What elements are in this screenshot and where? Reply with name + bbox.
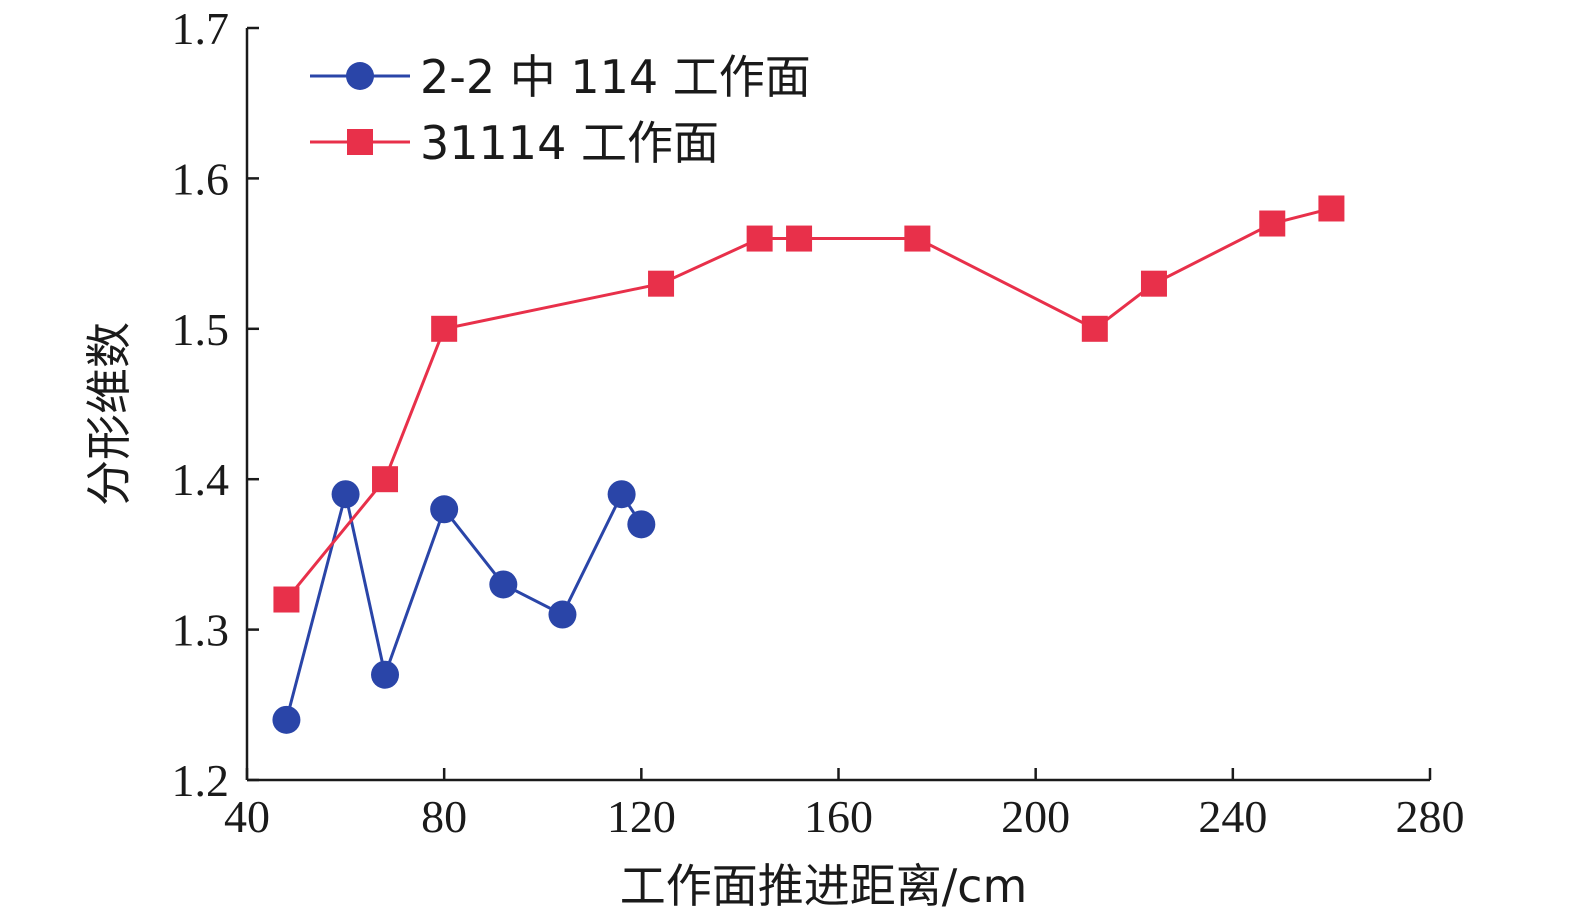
legend-label: 2-2 中 114 工作面 xyxy=(420,50,811,104)
axes: 40 80 120 160 200 240 280 1.2 1.3 1.4 1.5 1.6 1.7 xyxy=(172,3,1465,842)
series-2 xyxy=(273,195,1345,613)
x-tick-label: 200 xyxy=(1001,791,1070,842)
series-line xyxy=(285,207,1332,601)
legend-marker-square xyxy=(347,129,373,155)
legend-item-1: 2-2 中 114 工作面 xyxy=(310,50,811,104)
x-ticks: 40 80 120 160 200 240 280 xyxy=(224,768,1465,842)
series-layer xyxy=(272,195,1345,734)
legend-item-2: 31114 工作面 xyxy=(310,116,719,170)
data-point-circle xyxy=(489,570,518,599)
x-tick-label: 40 xyxy=(224,791,270,842)
y-tick-label: 1.2 xyxy=(172,755,230,806)
series-1 xyxy=(272,480,656,734)
y-tick-label: 1.7 xyxy=(172,3,230,54)
data-point-square xyxy=(431,315,458,342)
data-point-square xyxy=(1259,210,1286,237)
legend-marker-circle xyxy=(346,62,374,90)
y-tick-label: 1.6 xyxy=(172,153,230,204)
y-axis-title: 分形维数 xyxy=(82,322,136,506)
data-point-square xyxy=(648,270,675,297)
legend-label: 31114 工作面 xyxy=(420,116,719,170)
series-line xyxy=(284,491,643,721)
data-point-circle xyxy=(627,510,656,539)
y-ticks: 1.2 1.3 1.4 1.5 1.6 1.7 xyxy=(172,3,259,806)
x-tick-label: 240 xyxy=(1198,791,1267,842)
data-point-circle xyxy=(331,480,360,509)
x-tick-label: 120 xyxy=(607,791,676,842)
legend: 2-2 中 114 工作面 31114 工作面 xyxy=(310,50,811,170)
data-point-square xyxy=(1140,270,1167,297)
data-point-square xyxy=(273,586,300,613)
data-point-square xyxy=(786,225,813,252)
data-point-square xyxy=(904,225,931,252)
y-tick-label: 1.3 xyxy=(172,605,230,656)
data-point-circle xyxy=(272,705,301,734)
y-tick-label: 1.4 xyxy=(172,454,230,505)
data-point-circle xyxy=(371,660,400,689)
x-tick-label: 80 xyxy=(421,791,467,842)
data-point-square xyxy=(1318,195,1345,222)
x-axis-title: 工作面推进距离/cm xyxy=(620,859,1028,913)
x-tick-label: 280 xyxy=(1396,791,1465,842)
x-tick-label: 160 xyxy=(804,791,873,842)
y-tick-label: 1.5 xyxy=(172,304,230,355)
data-point-square xyxy=(372,466,399,493)
data-point-circle xyxy=(430,495,459,524)
data-point-circle xyxy=(607,480,636,509)
data-point-square xyxy=(746,225,773,252)
data-point-square xyxy=(1081,315,1108,342)
data-point-circle xyxy=(548,600,577,629)
